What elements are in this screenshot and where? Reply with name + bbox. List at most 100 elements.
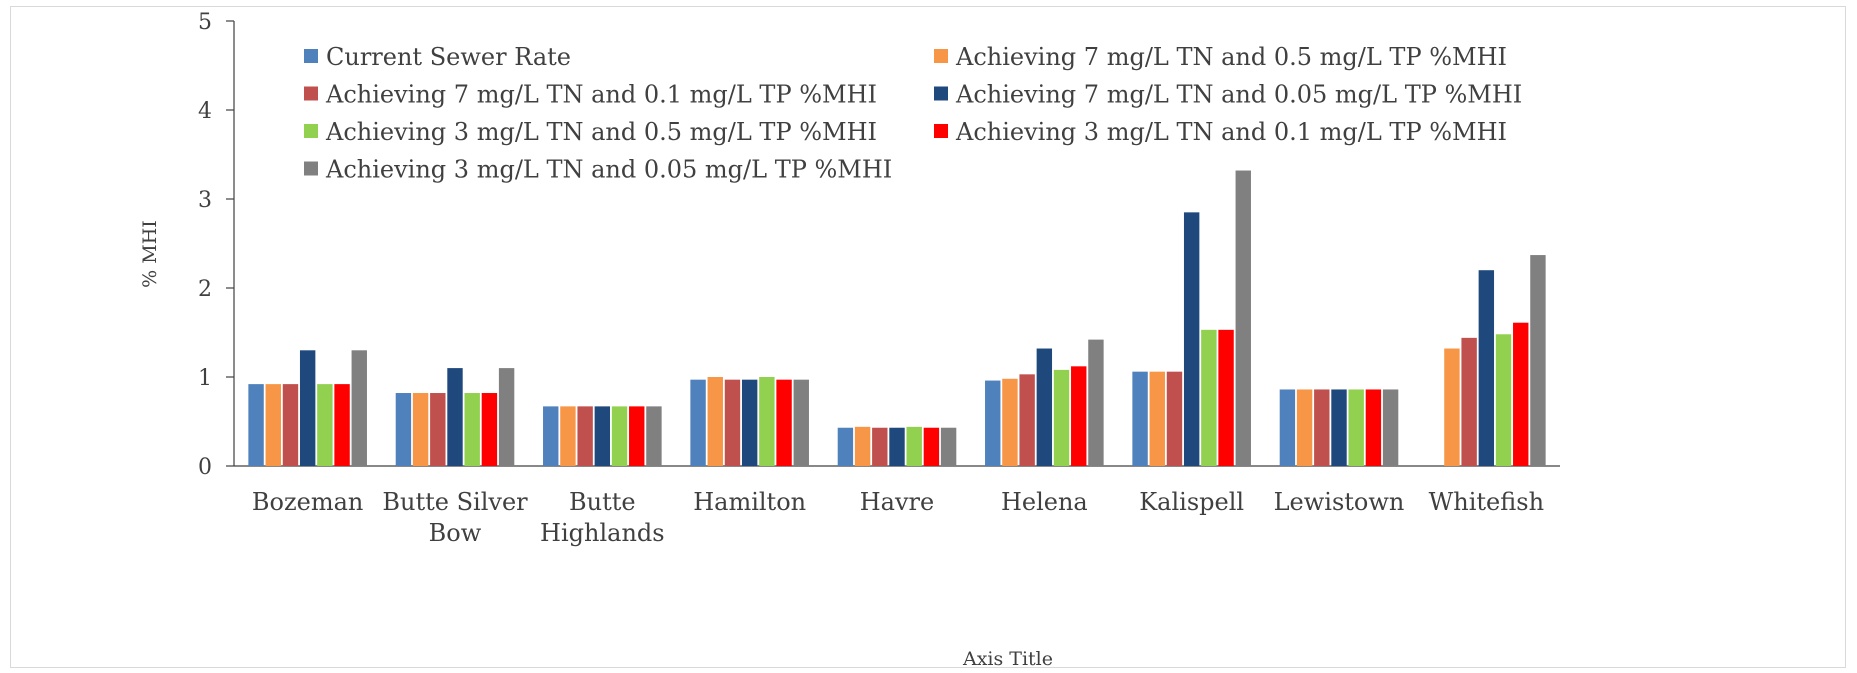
bar <box>430 393 446 466</box>
bar <box>1513 322 1529 466</box>
bar <box>498 368 515 466</box>
legend-label: Current Sewer Rate <box>326 43 571 71</box>
bar <box>395 393 412 466</box>
x-tick-label-line: Helena <box>1001 488 1088 516</box>
bar <box>872 427 888 466</box>
bar <box>1218 329 1234 466</box>
bar <box>1149 371 1165 466</box>
x-tick-label-line: Bow <box>429 519 482 547</box>
y-tick-label: 5 <box>198 10 212 35</box>
bar <box>447 368 463 466</box>
bar <box>1348 389 1364 466</box>
legend-swatch <box>304 161 318 176</box>
bar <box>248 384 264 466</box>
bar <box>1019 374 1035 466</box>
bar <box>889 427 905 466</box>
x-tick-label-line: Whitefish <box>1429 488 1544 516</box>
bar <box>646 406 662 466</box>
bar <box>985 380 1001 466</box>
bar <box>577 406 593 466</box>
x-tick-label: Havre <box>860 488 934 516</box>
legend-label: Achieving 3 mg/L TN and 0.1 mg/L TP %MHI <box>955 118 1507 146</box>
x-axis-title: Axis Title <box>962 648 1053 670</box>
bar <box>1235 170 1251 466</box>
bar <box>923 427 940 466</box>
bar <box>543 406 559 466</box>
legend-swatch <box>304 49 318 63</box>
y-tick-label: 3 <box>198 188 212 213</box>
x-tick-label-line: Bozeman <box>252 488 363 516</box>
x-tick-label: Butte Highlands <box>540 488 665 547</box>
y-axis-title: % MHI <box>139 220 161 288</box>
x-tick-label-line: Havre <box>860 488 934 516</box>
bar <box>1183 212 1200 466</box>
bar <box>265 384 281 466</box>
bar <box>1279 389 1296 466</box>
x-axis: Bozeman Butte Silver Bow Butte Highlands Hami… <box>234 465 1560 547</box>
bar <box>611 406 628 466</box>
x-tick-label: Helena <box>1001 488 1088 516</box>
bar <box>1053 369 1070 466</box>
bar <box>1461 337 1477 466</box>
legend-label: Achieving 7 mg/L TN and 0.05 mg/L TP %MH… <box>955 81 1522 109</box>
bar <box>1002 378 1018 466</box>
x-tick-label: Whitefish <box>1429 488 1544 516</box>
bar <box>299 350 316 466</box>
x-tick-label: Kalispell <box>1139 488 1244 516</box>
bar <box>1478 270 1495 466</box>
bar <box>629 406 645 466</box>
bar <box>560 406 576 466</box>
y-tick-label: 1 <box>198 366 212 391</box>
bar <box>594 406 611 466</box>
bar <box>724 379 741 466</box>
bar <box>707 377 723 466</box>
bar <box>334 384 350 466</box>
y-tick-label: 2 <box>198 277 212 302</box>
bar <box>317 384 333 466</box>
bar <box>1495 334 1512 466</box>
bar <box>1530 255 1546 466</box>
y-tick-label: 0 <box>198 455 212 480</box>
bar <box>837 427 854 466</box>
legend-label: Achieving 3 mg/L TN and 0.05 mg/L TP %MH… <box>325 156 892 184</box>
bar <box>1444 348 1460 466</box>
bar <box>1036 348 1053 466</box>
legend-swatch <box>934 49 948 63</box>
bar <box>690 379 706 466</box>
legend: Current Sewer Rate Achieving 7 mg/L TN an… <box>304 43 1522 184</box>
bar <box>1382 389 1399 466</box>
bar <box>1201 329 1217 466</box>
legend-swatch <box>934 86 948 101</box>
bar <box>1296 389 1313 466</box>
bar <box>776 379 792 466</box>
bar <box>759 377 775 466</box>
bar <box>351 350 367 466</box>
y-axis: 0 1 2 3 4 5 <box>198 10 235 480</box>
bar <box>906 426 922 466</box>
x-tick-label: Hamilton <box>693 488 806 516</box>
y-tick-label: 4 <box>198 99 212 124</box>
x-tick-label-line: Butte Silver <box>382 488 528 516</box>
bar <box>793 379 809 466</box>
bar <box>1314 389 1330 466</box>
x-tick-label-line: Kalispell <box>1139 488 1244 516</box>
bar <box>282 384 299 466</box>
legend-label: Achieving 7 mg/L TN and 0.1 mg/L TP %MHI <box>325 81 877 109</box>
x-tick-label: Butte Silver Bow <box>382 488 528 547</box>
legend-swatch <box>304 124 318 138</box>
x-tick-label-line: Butte <box>569 488 636 516</box>
bar <box>1132 371 1148 466</box>
x-tick-label-line: Hamilton <box>693 488 806 516</box>
bar <box>1071 366 1087 466</box>
legend-swatch <box>304 86 318 101</box>
x-tick-label-line: Lewistown <box>1274 488 1405 516</box>
bar <box>481 393 498 466</box>
bar <box>854 426 871 466</box>
legend-label: Achieving 7 mg/L TN and 0.5 mg/L TP %MHI <box>955 43 1507 71</box>
bar <box>464 393 480 466</box>
legend-swatch <box>934 124 948 138</box>
x-tick-label: Lewistown <box>1274 488 1405 516</box>
x-tick-label-line: Highlands <box>540 519 665 547</box>
bars <box>248 170 1546 466</box>
